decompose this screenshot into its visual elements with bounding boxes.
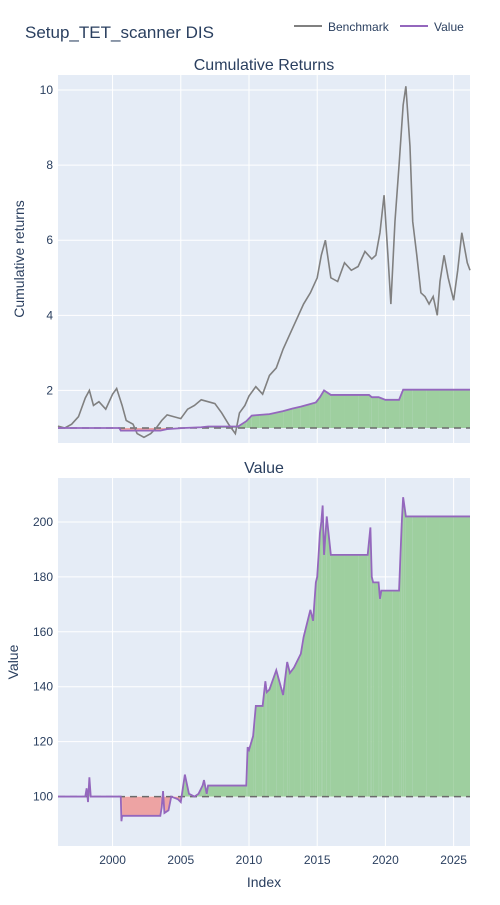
bottom-gain-area [358,554,368,797]
bottom-x-tick-label: 2020 [372,853,399,867]
bottom-gain-area [403,497,406,797]
top-gain-area [309,402,316,428]
bottom-x-tick-label: 2000 [99,853,126,867]
bottom-gain-area [392,590,400,797]
top-y-tick-label: 2 [46,383,53,397]
bottom-gain-area [266,689,270,797]
top-gain-area [283,408,293,428]
top-gain-area [371,397,379,428]
bottom-gain-area [303,609,311,797]
legend[interactable]: Benchmark Value [294,20,464,34]
bottom-gain-area [322,505,325,797]
bottom-gain-area [262,681,266,797]
bottom-x-tick-label: 2015 [304,853,331,867]
bottom-gain-area [255,705,263,797]
bottom-y-tick-label: 200 [33,515,53,529]
top-gain-area [369,394,372,428]
bottom-subplot-title: Value [244,460,284,477]
bottom-gain-area [319,521,322,797]
bottom-y-tick-label: 180 [33,570,53,584]
bottom-gain-area [373,582,379,797]
bottom-gain-area [367,527,371,797]
bottom-gain-area [321,505,323,797]
bottom-loss-area [122,796,161,816]
top-gain-area [344,394,359,428]
top-gain-area [300,404,310,428]
bottom-gain-area [324,516,327,797]
bottom-gain-area [326,516,331,797]
bottom-gain-area [344,554,359,797]
bottom-gain-area [378,582,380,797]
top-gain-area [439,389,454,428]
top-gain-area [412,389,427,428]
bottom-gain-area [439,516,454,797]
bottom-gain-area [405,516,413,797]
bottom-gain-area [248,736,254,797]
bottom-gain-area [300,637,304,797]
top-gain-area [259,414,270,428]
bottom-gain-area [276,670,284,797]
bottom-loss-area [164,796,169,814]
bottom-y-tick-label: 100 [33,790,53,804]
bottom-gain-area [317,532,320,797]
top-gain-area [246,415,252,428]
top-benchmark-line [57,86,471,439]
bottom-gain-area [381,590,393,797]
top-gain-area [315,397,320,428]
bottom-gain-area [289,667,295,797]
bottom-gain-area [310,609,314,797]
bottom-gain-area [379,590,382,797]
top-y-tick-label: 4 [46,308,53,322]
top-gain-area [330,394,345,428]
bottom-value-line [58,497,470,822]
top-gain-area [426,389,440,428]
bottom-gain-area [269,670,277,797]
legend-label-benchmark[interactable]: Benchmark [328,20,390,34]
top-gain-area [453,389,470,428]
bottom-x-tick-label: 2010 [236,853,263,867]
bottom-gain-area [453,516,470,797]
top-gain-area [292,406,301,428]
top-gain-area [324,390,331,428]
bottom-gain-area [401,497,404,797]
bottom-gain-area [287,662,290,797]
top-gain-area [403,389,413,428]
bottom-gain-area [330,554,345,797]
bottom-gain-area [294,653,301,797]
bottom-y-axis-label: Value [5,644,21,679]
bottom-gain-area [426,516,440,797]
bottom-gain-area [370,527,372,797]
bottom-gain-area [208,785,247,797]
cumulative-returns-plot: 2 4 6 8 10 [40,75,471,443]
bottom-x-tick-label: 2005 [167,853,194,867]
value-plot: 100 120 140 160 180 200 2000 2005 2010 2015 2020 20… [33,478,470,867]
bottom-gain-area [283,662,288,797]
bottom-gain-area [371,576,374,797]
top-gain-area [269,411,284,428]
bottom-gain-area [315,576,318,797]
top-y-tick-label: 10 [40,83,54,97]
x-axis-label: Index [247,874,281,890]
top-gain-area [385,399,400,428]
figure-title: Setup_TET_scanner DIS [25,23,214,42]
top-y-axis-label: Cumulative returns [11,200,27,318]
bottom-y-tick-label: 120 [33,735,53,749]
bottom-x-tick-label: 2025 [440,853,467,867]
bottom-gain-area [313,582,316,797]
bottom-gain-area [412,516,427,797]
bottom-gain-area [265,681,267,797]
top-y-tick-label: 6 [46,233,53,247]
legend-label-value[interactable]: Value [434,20,464,34]
bottom-y-tick-label: 140 [33,680,53,694]
top-y-tick-label: 8 [46,158,53,172]
bottom-y-tick-label: 160 [33,625,53,639]
top-gain-area [319,390,325,428]
top-subplot-title: Cumulative Returns [194,57,335,74]
top-gain-area [251,414,260,428]
top-gain-area [378,397,386,428]
top-value-line [58,388,470,432]
top-gain-area [358,394,370,428]
